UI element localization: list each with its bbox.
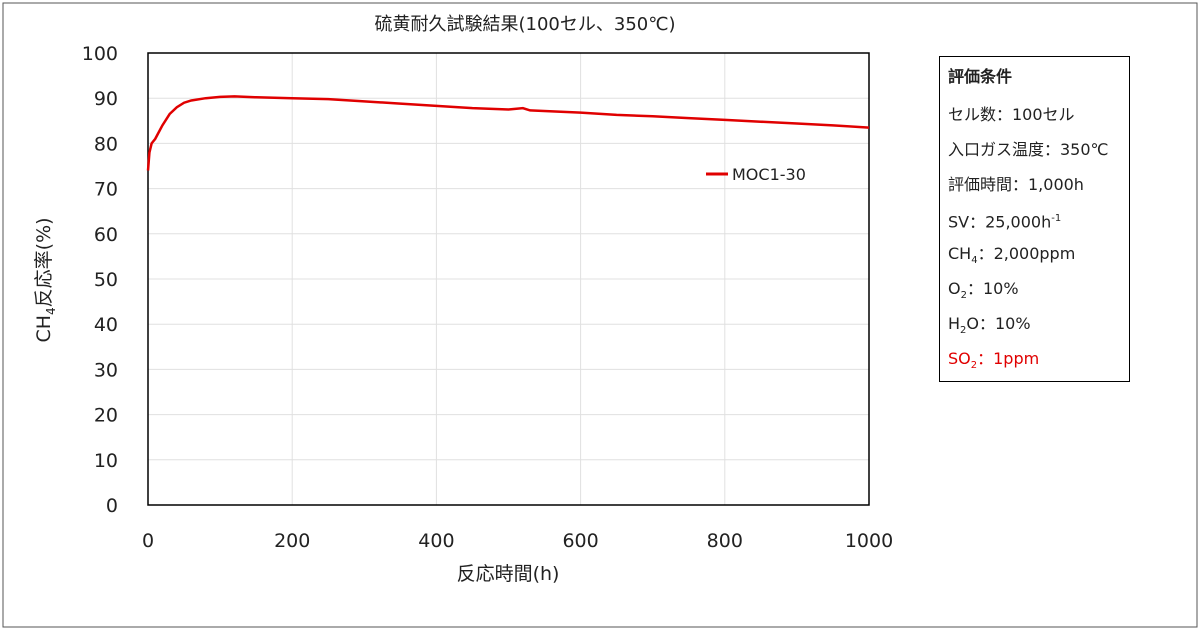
condition-text: SV：25,000h (948, 212, 1052, 232)
y-tick-label: 70 (94, 179, 118, 201)
condition-subscript: 2 (960, 290, 967, 302)
condition-text-rest: O：10% (966, 313, 1031, 333)
y-tick-label: 30 (94, 359, 118, 381)
condition-text: セル数：100セル (948, 105, 1075, 124)
x-tick-label: 400 (418, 530, 454, 552)
y-tick-label: 50 (94, 269, 118, 291)
condition-subscript: 2 (970, 359, 978, 371)
conditions-title: 評価条件 (948, 67, 1013, 86)
y-tick-label: 20 (94, 405, 118, 427)
y-tick-label: 80 (94, 133, 118, 155)
y-tick-label: 90 (94, 88, 118, 110)
condition-text: 評価時間：1,000h (948, 174, 1084, 194)
condition-line: CH4：2,000ppm (948, 242, 1121, 277)
condition-text: H (948, 313, 961, 333)
x-tick-label: 600 (562, 530, 598, 552)
condition-line: セル数：100セル (948, 103, 1121, 138)
condition-line: 入口ガス温度：350℃ (948, 138, 1121, 173)
y-axis-label: CH4反応率(%) (33, 217, 58, 342)
conditions-box: 評価条件 セル数：100セル入口ガス温度：350℃ 評価時間：1,000h SV：2… (939, 56, 1130, 382)
legend-label: MOC1-30 (732, 165, 806, 184)
condition-line: O2：10% (948, 277, 1121, 312)
condition-text: O (948, 278, 961, 298)
condition-text-rest: ：2,000ppm (977, 244, 1076, 264)
y-tick-label: 0 (106, 495, 118, 517)
condition-text: 入口ガス温度：350℃ (948, 139, 1109, 159)
data-line (146, 95, 870, 171)
y-axis-label-sub: 4 (44, 307, 58, 315)
y-tick-label: 100 (82, 43, 118, 65)
condition-text-rest: ：10% (966, 278, 1019, 298)
x-tick-label: 0 (142, 530, 154, 552)
condition-superscript: -1 (1051, 213, 1062, 225)
chart-title: 硫黄耐久試験結果(100セル、350℃) (375, 14, 676, 35)
condition-line: H2O：10% (948, 312, 1121, 347)
condition-line: SO2：1ppm (948, 347, 1121, 382)
y-tick-label: 60 (94, 224, 118, 246)
condition-subscript: 4 (971, 255, 978, 267)
x-axis-label: 反応時間(h) (457, 563, 560, 585)
plot-border (147, 52, 870, 506)
condition-text-rest: ：1ppm (977, 348, 1040, 368)
x-tick-label: 800 (707, 530, 743, 552)
x-tick-label: 1000 (845, 530, 893, 552)
y-tick-label: 10 (94, 450, 118, 472)
condition-line: SV：25,000h-1 (948, 207, 1121, 242)
y-axis-label-text: CH (33, 315, 55, 343)
condition-text: SO (948, 348, 971, 368)
condition-subscript: 2 (960, 324, 967, 336)
condition-text: CH (948, 244, 972, 264)
x-tick-label: 200 (274, 530, 310, 552)
condition-line: 評価時間：1,000h (948, 173, 1121, 208)
y-tick-label: 40 (94, 314, 118, 336)
y-axis-label-rest: 反応率(%) (33, 217, 55, 307)
